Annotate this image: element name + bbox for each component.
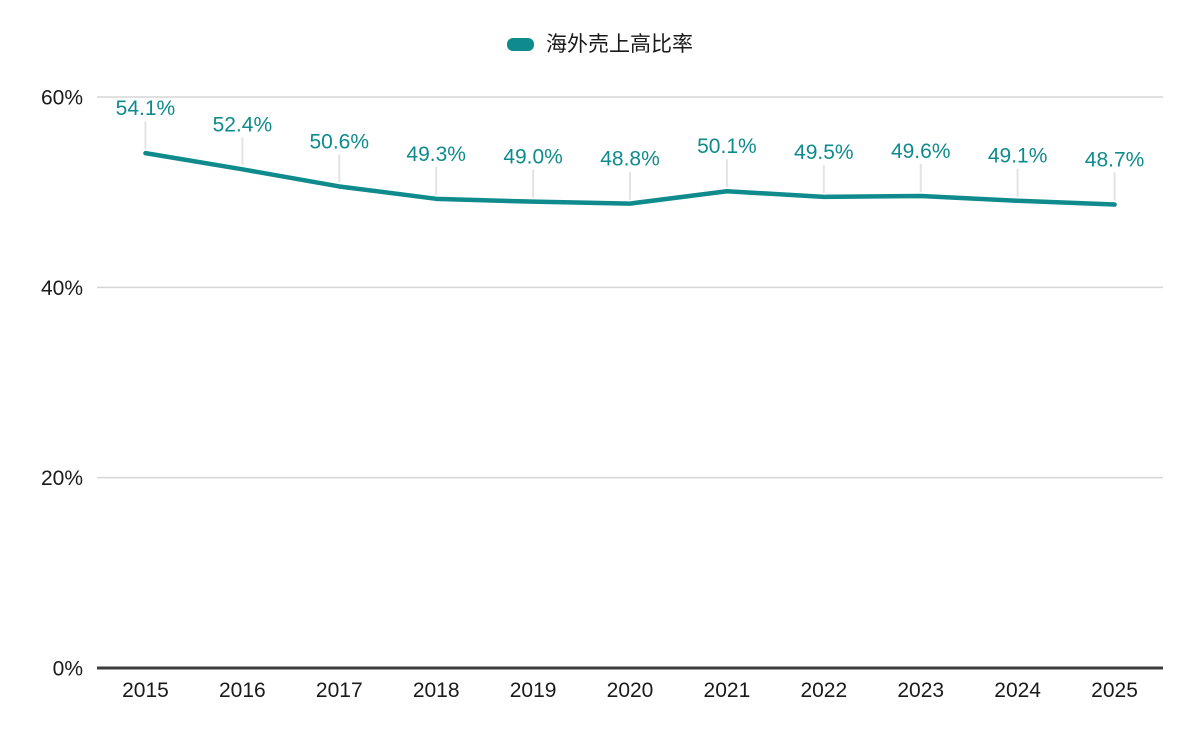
- y-tick-label: 20%: [41, 467, 83, 490]
- x-tick-label: 2024: [994, 679, 1041, 702]
- x-tick-label: 2018: [413, 679, 460, 702]
- x-tick-label: 2017: [316, 679, 363, 702]
- data-label: 48.7%: [1085, 149, 1145, 172]
- legend-swatch-icon: [507, 38, 534, 51]
- x-tick-label: 2015: [122, 679, 169, 702]
- x-tick-label: 2020: [607, 679, 654, 702]
- data-label: 49.5%: [794, 141, 854, 164]
- chart-legend: 海外売上高比率: [0, 34, 1200, 55]
- x-tick-label: 2019: [510, 679, 557, 702]
- series-line-overseas-sales-ratio: [143, 150, 1117, 207]
- y-tick-label: 0%: [53, 658, 83, 681]
- x-tick-label: 2016: [219, 679, 266, 702]
- x-tick-label: 2023: [897, 679, 944, 702]
- data-label: 52.4%: [213, 113, 273, 136]
- data-label: 49.3%: [406, 143, 466, 166]
- legend-label: 海外売上高比率: [546, 33, 693, 56]
- x-tick-label: 2022: [800, 679, 847, 702]
- y-tick-label: 60%: [41, 87, 83, 110]
- data-label: 49.6%: [891, 140, 951, 163]
- data-label: 49.0%: [503, 146, 563, 169]
- data-label: 50.6%: [309, 130, 369, 153]
- x-tick-label: 2021: [704, 679, 751, 702]
- y-tick-label: 40%: [41, 277, 83, 300]
- data-label: 54.1%: [116, 97, 176, 120]
- data-label: 49.1%: [988, 145, 1048, 168]
- data-label: 48.8%: [600, 148, 660, 171]
- legend-item-overseas-sales-ratio[interactable]: 海外売上高比率: [507, 34, 693, 55]
- x-tick-label: 2025: [1091, 679, 1138, 702]
- data-label: 50.1%: [697, 135, 757, 158]
